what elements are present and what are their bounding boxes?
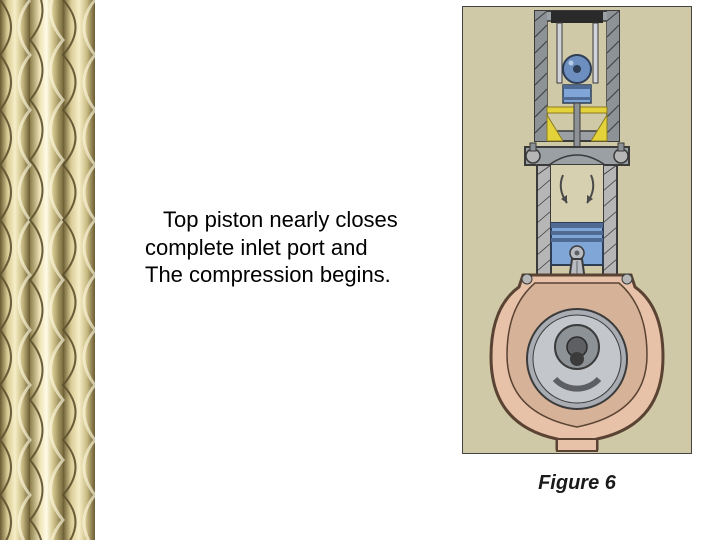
- body-text: Top piston nearly closes complete inlet …: [145, 206, 405, 289]
- figure-caption: Figure 6: [462, 472, 692, 495]
- content-area: Top piston nearly closes complete inlet …: [95, 0, 720, 540]
- body-text-content: Top piston nearly closes complete inlet …: [145, 207, 398, 287]
- figure: Figure 6: [462, 6, 692, 495]
- slide: Top piston nearly closes complete inlet …: [0, 0, 720, 540]
- upper-block: [535, 11, 619, 147]
- side-ribbon: [0, 0, 95, 540]
- engine-diagram: [463, 7, 691, 453]
- valve-seat: [525, 143, 629, 165]
- ribbon-svg: [0, 0, 95, 540]
- figure-image: [462, 6, 692, 454]
